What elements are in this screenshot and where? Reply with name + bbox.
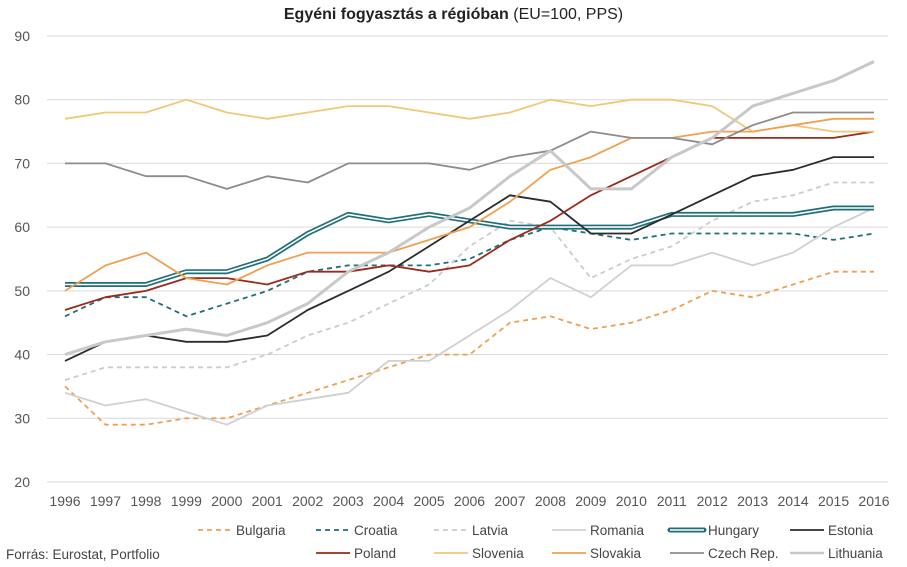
legend-item-hungary: Hungary xyxy=(667,523,759,538)
croatia-line xyxy=(64,226,875,318)
legend-label: Romania xyxy=(590,523,645,538)
y-tick-label: 60 xyxy=(14,219,30,235)
slovenia-line xyxy=(64,98,874,133)
y-tick-label: 40 xyxy=(14,347,30,363)
legend: Bulgaria Croatia Latvia Romania Hungary Eston… xyxy=(198,523,883,561)
x-tick-label: 2000 xyxy=(211,493,242,509)
legend-label: Czech Rep. xyxy=(708,546,779,561)
legend-label: Poland xyxy=(354,546,396,561)
legend-label: Bulgaria xyxy=(236,523,286,538)
y-tick-label: 70 xyxy=(14,155,30,171)
legend-item-estonia: Estonia xyxy=(790,523,874,538)
czech-rep-line xyxy=(65,111,874,190)
x-tick-label: 2006 xyxy=(454,493,485,509)
chart-title: Egyéni fogyasztás a régióban (EU=100, PP… xyxy=(0,6,907,24)
legend-label: Latvia xyxy=(472,523,509,538)
x-tick-label: 2003 xyxy=(333,493,364,509)
x-tick-label: 2010 xyxy=(616,493,647,509)
x-tick-label: 1996 xyxy=(49,493,80,509)
legend-label: Croatia xyxy=(354,523,398,538)
y-tick-label: 20 xyxy=(14,474,30,490)
legend-label: Hungary xyxy=(708,523,759,538)
x-tick-label: 2011 xyxy=(657,493,687,509)
bulgaria-line xyxy=(64,270,874,426)
chart-title-main: Egyéni fogyasztás a régióban xyxy=(283,6,509,23)
lithuania-line xyxy=(64,60,875,357)
legend-item-slovenia: Slovenia xyxy=(434,546,524,561)
legend-item-slovakia: Slovakia xyxy=(552,546,642,561)
legend-label: Slovenia xyxy=(472,546,524,561)
x-tick-label: 1999 xyxy=(171,493,202,509)
x-tick-label: 2014 xyxy=(778,493,809,509)
legend-item-lithuania: Lithuania xyxy=(790,546,883,561)
source-note: Forrás: Eurostat, Portfolio xyxy=(6,547,160,562)
series-lines xyxy=(64,60,875,426)
y-tick-label: 80 xyxy=(14,92,30,108)
x-tick-label: 2013 xyxy=(737,493,768,509)
estonia-line xyxy=(64,156,874,362)
romania-line xyxy=(64,207,875,426)
legend-item-poland: Poland xyxy=(316,546,396,561)
x-tick-label: 2016 xyxy=(858,493,889,509)
y-axis-ticks: 20 30 40 50 60 70 80 90 xyxy=(14,28,30,490)
legend-item-czech-rep: Czech Rep. xyxy=(670,546,779,561)
x-tick-label: 1998 xyxy=(130,493,161,509)
x-tick-label: 2001 xyxy=(252,493,283,509)
chart-title-units: (EU=100, PPS) xyxy=(513,6,624,23)
legend-item-romania: Romania xyxy=(552,523,645,538)
poland-line xyxy=(64,130,875,311)
x-tick-label: 2009 xyxy=(575,493,606,509)
hungary-line xyxy=(65,205,874,287)
legend-label: Lithuania xyxy=(828,546,883,561)
y-tick-label: 50 xyxy=(14,283,30,299)
legend-item-latvia: Latvia xyxy=(434,523,509,538)
x-tick-label: 1997 xyxy=(90,493,121,509)
y-tick-label: 30 xyxy=(14,410,30,426)
x-tick-label: 2002 xyxy=(292,493,323,509)
x-tick-label: 2012 xyxy=(697,493,728,509)
legend-label: Slovakia xyxy=(590,546,642,561)
x-axis-ticks: 1996 1997 1998 1999 2000 2001 2002 2003 2004 2005… xyxy=(49,493,889,509)
x-tick-label: 2004 xyxy=(373,493,404,509)
legend-label: Estonia xyxy=(828,523,874,538)
y-tick-label: 90 xyxy=(14,28,30,44)
x-tick-label: 2007 xyxy=(494,493,525,509)
x-tick-label: 2015 xyxy=(818,493,849,509)
legend-item-bulgaria: Bulgaria xyxy=(198,523,286,538)
legend-item-croatia: Croatia xyxy=(316,523,398,538)
latvia-line xyxy=(64,181,874,381)
x-tick-label: 2005 xyxy=(413,493,444,509)
x-tick-label: 2008 xyxy=(535,493,566,509)
